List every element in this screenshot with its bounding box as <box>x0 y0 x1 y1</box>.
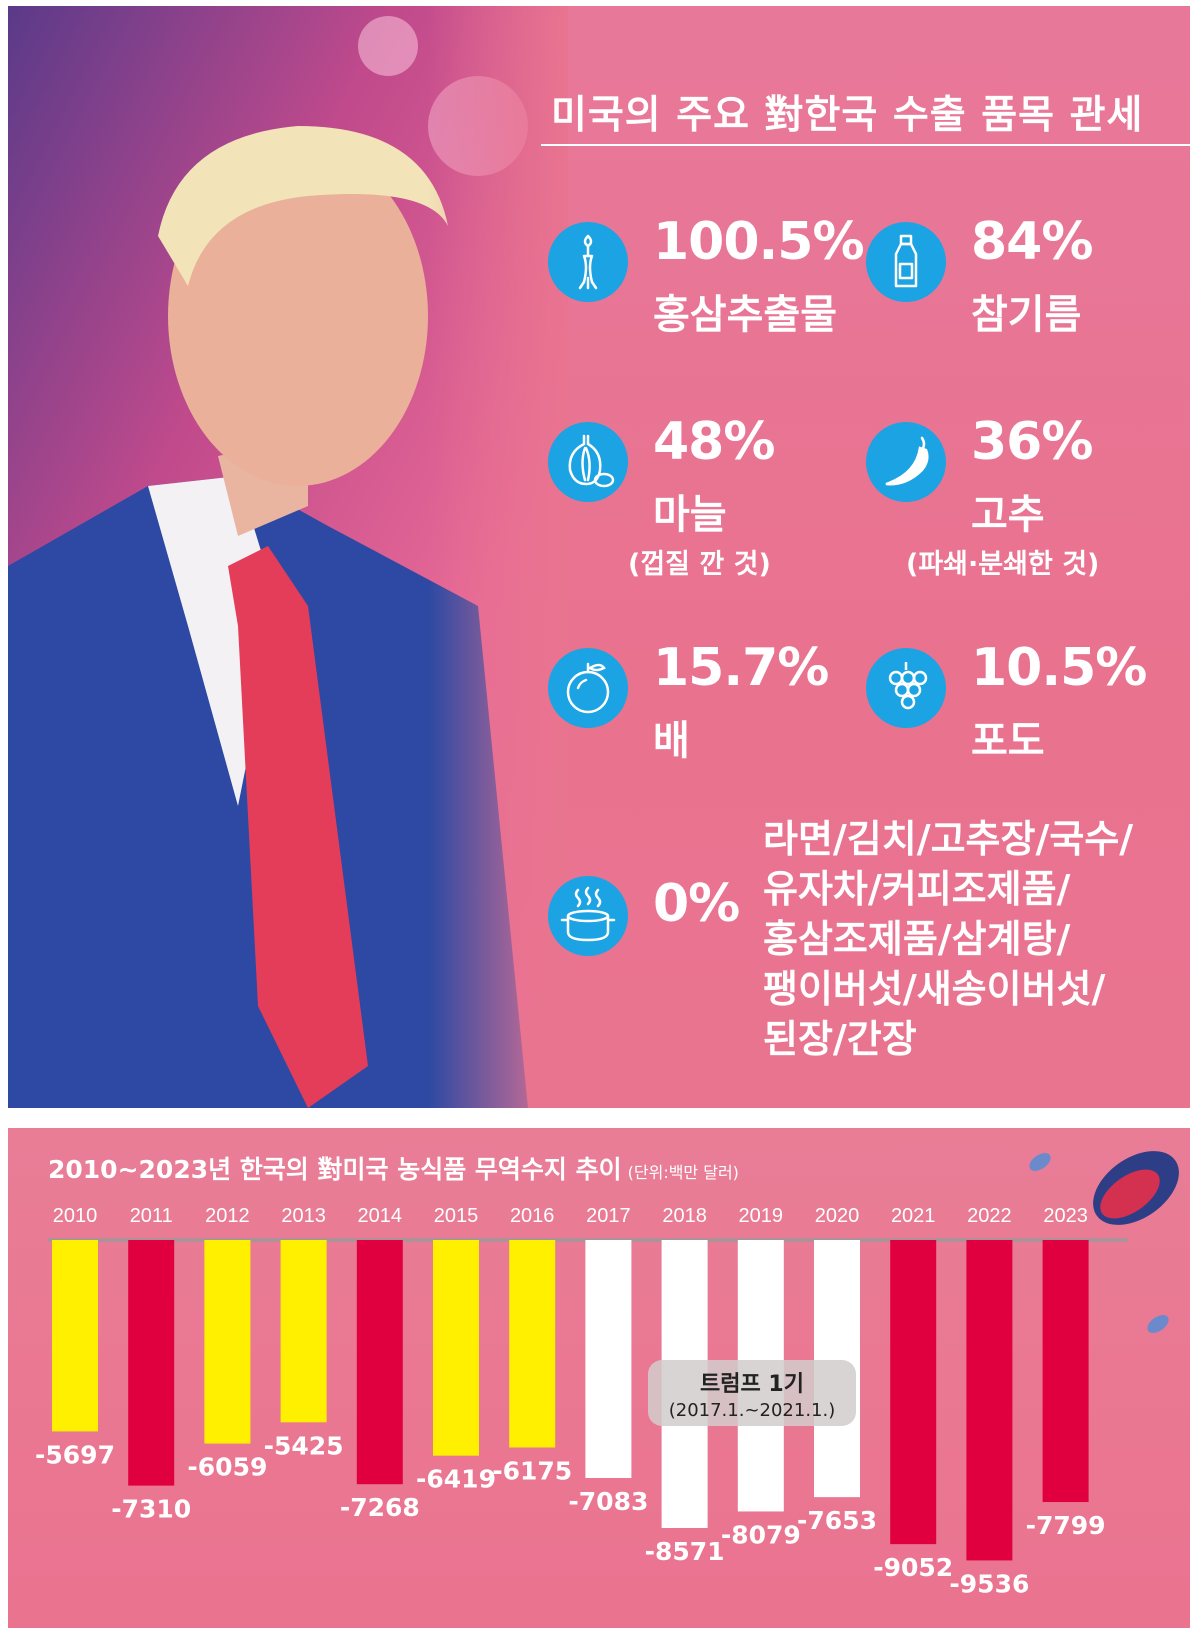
usa-fish-decoration <box>1029 1151 1179 1333</box>
pear-icon <box>548 648 628 728</box>
tariff-rate: 100.5% <box>653 212 865 272</box>
period-range: (2017.1.~2021.1.) <box>668 1400 836 1421</box>
tariff-item-name: 고추 <box>971 492 1045 538</box>
value-label: -6175 <box>492 1456 572 1485</box>
tariff-item-name: 홍삼추출물 <box>653 292 837 338</box>
trade-balance-chart: 2010 -5697 2011 -7310 2012 -6059 2013 -5425 2014… <box>35 1151 1179 1598</box>
value-label: -7310 <box>111 1495 191 1524</box>
bar <box>52 1240 98 1432</box>
bar <box>280 1240 327 1423</box>
value-label: -7083 <box>568 1487 648 1516</box>
value-label: -9052 <box>873 1553 953 1582</box>
tariff-item-note: (껍질 깐 것) <box>628 549 771 580</box>
sesame-oil-bottle-icon <box>866 222 946 302</box>
value-label: -8571 <box>645 1537 725 1566</box>
cooking-pot-icon <box>548 876 628 956</box>
value-label: -7799 <box>1026 1511 1106 1540</box>
bar <box>204 1240 251 1444</box>
tariff-panel: 미국의 주요 對한국 수출 품목 관세 100.5% 홍삼추출물 84% 참기름… <box>8 6 1190 1108</box>
chart-title: 2010~2023년 한국의 對미국 농식품 무역수지 추이 (단위:백만 달러) <box>48 1150 739 1186</box>
zero-tariff-line: 홍삼조제품/삼계탕/ <box>763 917 1071 961</box>
tariff-item-name: 배 <box>653 718 690 764</box>
year-label: 2010 <box>53 1205 98 1227</box>
garlic-icon <box>548 422 628 502</box>
tariff-rate: 36% <box>971 412 1093 472</box>
bar <box>433 1240 479 1456</box>
zero-tariff-line: 팽이버섯/새송이버섯/ <box>763 967 1106 1011</box>
tariff-rate: 10.5% <box>971 638 1147 698</box>
tariff-rate: 0% <box>653 874 740 934</box>
tariff-rate: 48% <box>653 412 775 472</box>
bar <box>966 1240 1013 1561</box>
value-label: -6419 <box>416 1465 496 1494</box>
year-label: 2021 <box>891 1205 936 1227</box>
year-label: 2016 <box>510 1205 555 1227</box>
year-label: 2019 <box>739 1205 784 1227</box>
year-label: 2011 <box>130 1205 173 1227</box>
chart-title-text: 2010~2023년 한국의 對미국 농식품 무역수지 추이 <box>48 1155 622 1184</box>
value-label: -5697 <box>35 1440 115 1469</box>
year-label: 2018 <box>662 1205 707 1227</box>
chart-unit: (단위:백만 달러) <box>627 1163 739 1182</box>
tariff-item-note: (파쇄·분쇄한 것) <box>906 549 1100 580</box>
year-label: 2012 <box>205 1205 250 1227</box>
value-label: -7653 <box>797 1506 877 1535</box>
year-label: 2015 <box>434 1205 479 1227</box>
trump-first-term-box: 트럼프 1기 (2017.1.~2021.1.) <box>648 1360 856 1426</box>
zero-tariff-line: 된장/간장 <box>763 1017 917 1061</box>
bar <box>585 1240 632 1478</box>
tariff-item-name: 포도 <box>971 718 1045 764</box>
zero-tariff-line: 유자차/커피조제품/ <box>763 867 1071 911</box>
tariff-rate: 15.7% <box>653 638 829 698</box>
value-label: -9536 <box>949 1569 1029 1598</box>
year-label: 2014 <box>358 1205 403 1227</box>
tariff-title: 미국의 주요 對한국 수출 품목 관세 <box>551 93 1144 138</box>
year-label: 2013 <box>281 1205 326 1227</box>
grapes-icon <box>866 648 946 728</box>
year-label: 2023 <box>1043 1205 1088 1227</box>
value-label: -6059 <box>187 1453 267 1482</box>
value-label: -7268 <box>340 1493 420 1522</box>
bar <box>128 1240 175 1486</box>
bar <box>356 1240 403 1485</box>
chili-pepper-icon <box>866 422 946 502</box>
bar <box>890 1240 937 1545</box>
bar <box>1042 1240 1089 1503</box>
trade-balance-panel: 2010 -5697 2011 -7310 2012 -6059 2013 -5425 2014… <box>8 1128 1190 1628</box>
zero-tariff-items: 라면/김치/고추장/국수/ 유자차/커피조제품/ 홍삼조제품/삼계탕/ 팽이버섯… <box>763 814 1133 1064</box>
ginseng-icon <box>548 222 628 302</box>
zero-tariff-line: 라면/김치/고추장/국수/ <box>763 817 1134 861</box>
trump-photo <box>8 6 568 1108</box>
value-label: -8079 <box>721 1520 801 1549</box>
year-label: 2017 <box>586 1205 631 1227</box>
period-title: 트럼프 1기 <box>700 1372 804 1397</box>
title-divider <box>541 144 1190 146</box>
year-label: 2020 <box>815 1205 860 1227</box>
bar <box>509 1240 556 1448</box>
value-label: -5425 <box>264 1431 344 1460</box>
year-label: 2022 <box>967 1205 1012 1227</box>
tariff-rate: 84% <box>971 212 1093 272</box>
tariff-item-name: 참기름 <box>971 292 1082 338</box>
tariff-item-name: 마늘 <box>653 492 727 538</box>
